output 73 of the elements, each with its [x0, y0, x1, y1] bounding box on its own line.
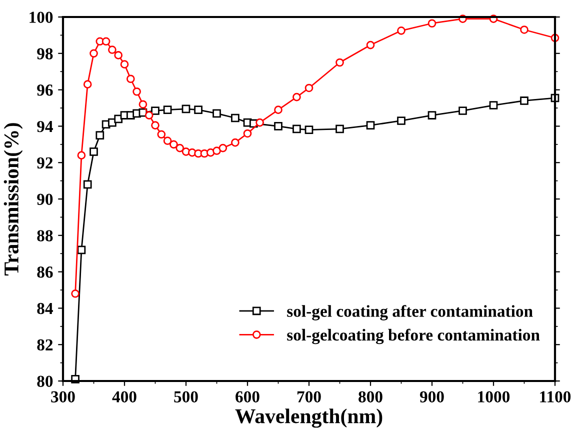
point	[336, 124, 344, 134]
point	[397, 116, 406, 125]
point	[151, 121, 160, 130]
point	[212, 146, 221, 155]
x-tick-label: 800	[358, 391, 382, 402]
x-tick-label: 900	[420, 391, 444, 402]
point	[132, 87, 141, 96]
point	[366, 121, 375, 130]
point	[274, 106, 282, 114]
point	[90, 148, 98, 156]
point	[194, 106, 202, 114]
x-tick-label: 300	[51, 391, 75, 402]
point	[163, 136, 172, 145]
point	[218, 144, 228, 152]
x-tick-label: 400	[112, 391, 136, 402]
x-axis-title: Wavelength(nm)	[235, 408, 382, 428]
point	[83, 80, 92, 89]
y-tick-label: 90	[37, 194, 53, 205]
point	[428, 111, 436, 120]
point	[304, 126, 314, 134]
point	[126, 74, 135, 84]
x-tick-label: 700	[297, 391, 321, 402]
point	[231, 138, 240, 147]
point	[176, 144, 184, 152]
x-tick-label: 1000	[478, 391, 510, 402]
point	[83, 180, 92, 189]
point	[114, 51, 123, 60]
point	[163, 106, 172, 114]
point	[366, 40, 375, 50]
point	[157, 130, 166, 139]
point	[138, 100, 148, 109]
point	[170, 140, 178, 149]
point	[77, 151, 86, 160]
point	[71, 289, 80, 298]
point	[243, 129, 252, 138]
point	[489, 101, 498, 110]
x-tick-label: 500	[174, 391, 198, 402]
y-tick-label: 100	[30, 12, 53, 23]
point	[182, 104, 190, 114]
legend-label: sol-gel coating after contamination	[287, 305, 533, 320]
point	[96, 131, 104, 140]
point	[520, 26, 528, 34]
y-tick-label: 94	[37, 120, 53, 132]
point	[292, 92, 301, 102]
y-axis-title: Transmission(%)	[4, 123, 23, 276]
point	[428, 19, 436, 28]
point	[292, 124, 301, 134]
point	[108, 46, 116, 54]
y-tick-label: 96	[37, 84, 53, 96]
y-tick-label: 98	[37, 48, 53, 60]
y-tick-label: 88	[37, 230, 53, 242]
point	[256, 118, 264, 127]
y-tick-label: 82	[37, 339, 53, 351]
y-tick-label: 92	[37, 157, 53, 169]
point	[102, 37, 110, 46]
point	[212, 109, 221, 118]
point	[304, 84, 314, 92]
x-tick-label: 1100	[540, 391, 571, 402]
y-tick-label: 86	[37, 266, 53, 278]
point	[274, 122, 282, 130]
point	[520, 96, 528, 105]
point	[231, 114, 240, 122]
point	[120, 60, 129, 68]
y-tick-label: 80	[37, 376, 53, 387]
point	[151, 106, 160, 115]
point	[336, 58, 344, 67]
x-tick-label: 600	[236, 391, 260, 402]
point	[458, 106, 467, 115]
point	[90, 49, 98, 58]
point	[397, 26, 406, 35]
point	[144, 111, 154, 120]
y-tick-label: 84	[37, 302, 53, 314]
legend-label: sol-gelcoating before contamination	[287, 328, 540, 344]
